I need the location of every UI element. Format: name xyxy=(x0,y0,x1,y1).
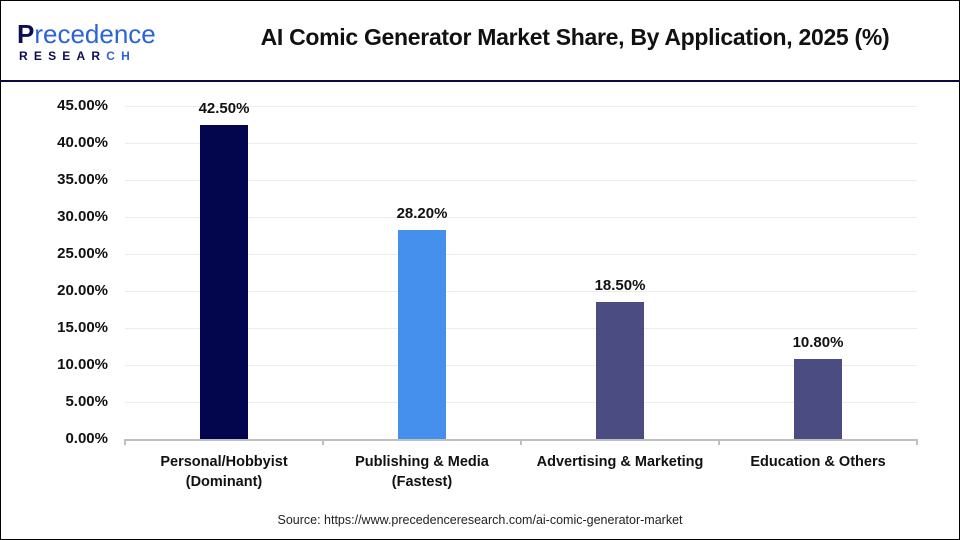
x-category-label: Personal/Hobbyist (Dominant) xyxy=(125,452,323,492)
y-tick-label: 30.00% xyxy=(57,208,108,225)
x-tick-mark xyxy=(916,439,918,445)
logo-subtitle-accent: CH xyxy=(106,49,136,63)
x-category-label-line: Education & Others xyxy=(750,454,886,470)
y-tick-label: 20.00% xyxy=(57,282,108,299)
gridline xyxy=(125,365,917,366)
gridline xyxy=(125,180,917,181)
header-separator xyxy=(0,80,960,82)
bar xyxy=(200,124,248,439)
x-category-label: Advertising & Marketing xyxy=(521,452,719,472)
logo-wordmark: Precedence xyxy=(17,20,156,48)
bar-value-label: 42.50% xyxy=(198,99,250,117)
source-text: Source: https://www.precedenceresearch.c… xyxy=(277,513,683,527)
x-category-label-line: Advertising & Marketing xyxy=(536,454,704,470)
y-tick-label: 10.00% xyxy=(57,356,108,373)
gridline xyxy=(125,106,917,107)
x-category-label: Education & Others xyxy=(719,452,917,472)
y-tick-label: 5.00% xyxy=(65,393,108,410)
y-tick-label: 45.00% xyxy=(57,97,108,114)
logo-initial: P xyxy=(17,19,35,49)
bar-value-label: 18.50% xyxy=(594,277,646,295)
chart-title: AI Comic Generator Market Share, By Appl… xyxy=(260,24,890,50)
gridline xyxy=(125,143,917,144)
precedence-research-logo: Precedence RESEARCH xyxy=(17,20,167,65)
y-tick-label: 35.00% xyxy=(57,171,108,188)
gridline xyxy=(125,328,917,329)
logo-subtitle-main: RESEAR xyxy=(19,49,107,63)
x-category-label-line: (Fastest) xyxy=(391,474,453,490)
plot-area xyxy=(125,106,917,439)
y-tick-label: 40.00% xyxy=(57,134,108,151)
x-tick-mark xyxy=(322,439,324,445)
logo-subtitle: RESEARCH xyxy=(19,49,136,63)
x-tick-mark xyxy=(520,439,522,445)
gridline xyxy=(125,402,917,403)
x-category-label-line: Personal/Hobbyist xyxy=(160,454,288,470)
x-category-label-line: (Dominant) xyxy=(185,474,263,490)
x-category-label-line: Publishing & Media xyxy=(355,454,489,470)
bar-value-label: 10.80% xyxy=(792,334,844,352)
bar xyxy=(794,359,842,439)
bar-value-label: 28.20% xyxy=(396,205,448,223)
y-tick-label: 0.00% xyxy=(65,430,108,447)
gridline xyxy=(125,217,917,218)
x-tick-mark xyxy=(718,439,720,445)
gridline xyxy=(125,254,917,255)
y-tick-label: 25.00% xyxy=(57,245,108,262)
logo-wordmark-rest: recedence xyxy=(34,19,156,49)
bar xyxy=(398,230,446,439)
y-tick-label: 15.00% xyxy=(57,319,108,336)
x-tick-mark xyxy=(124,439,126,445)
gridline xyxy=(125,291,917,292)
bar xyxy=(596,302,644,439)
x-category-label: Publishing & Media (Fastest) xyxy=(323,452,521,492)
